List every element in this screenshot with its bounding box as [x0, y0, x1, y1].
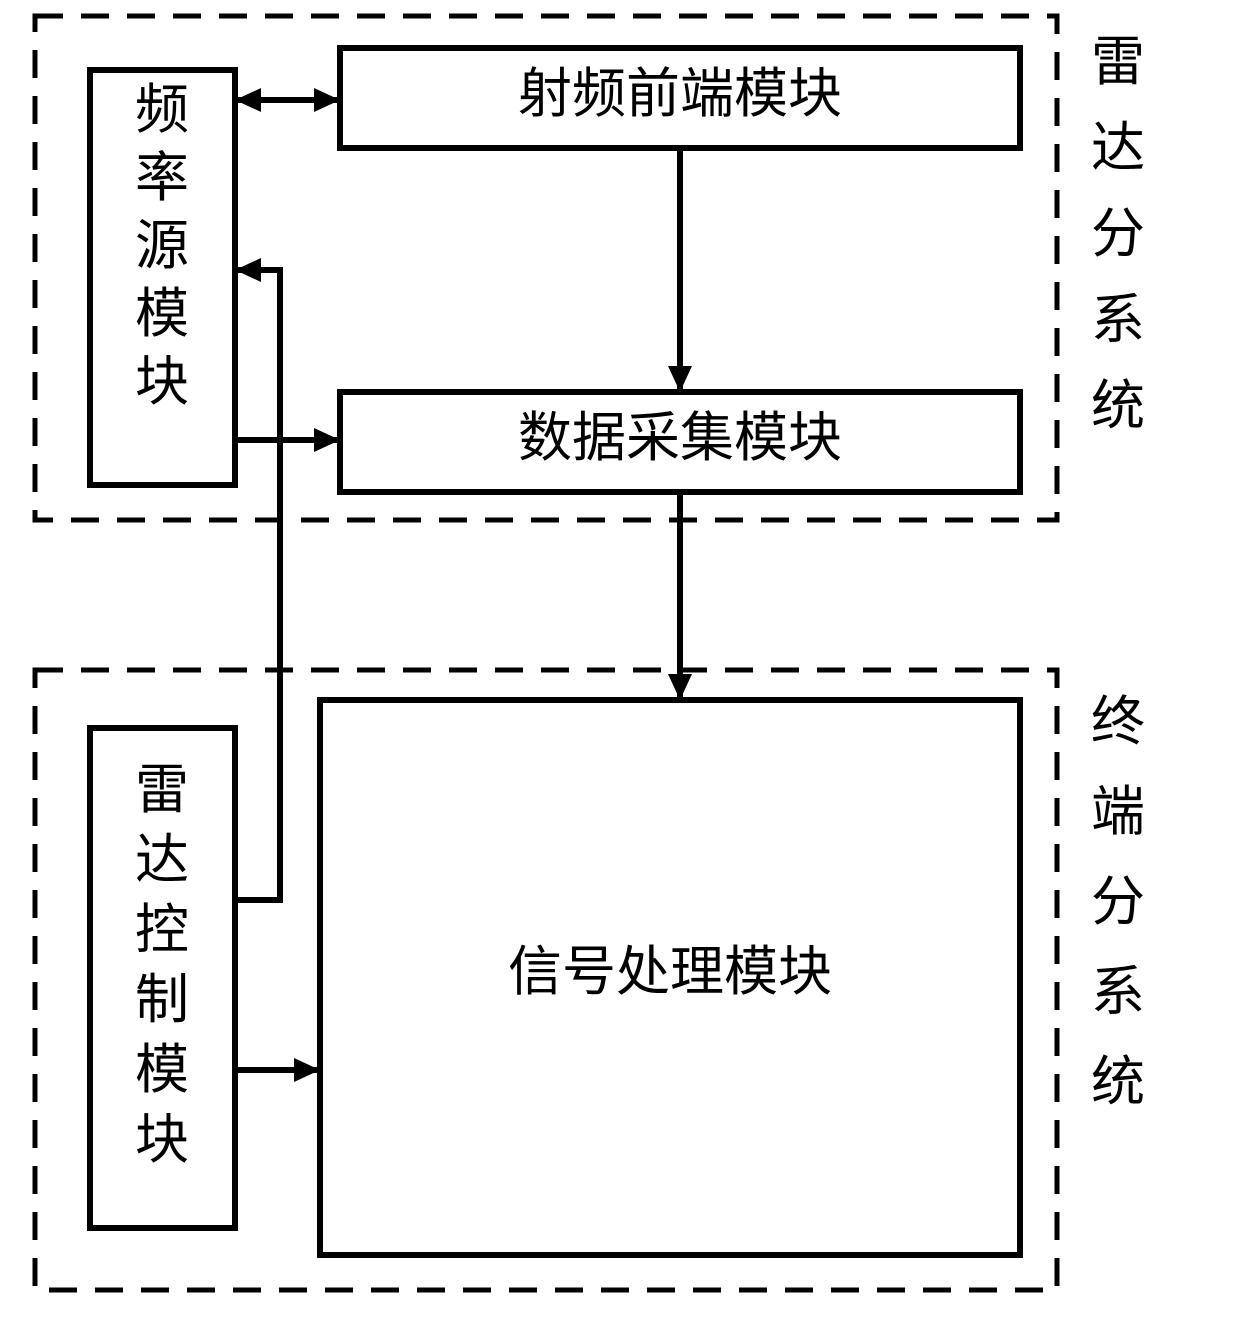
box-ctrl-label: 制 — [135, 970, 189, 1030]
box-sigproc-label: 信号处理模块 — [508, 942, 832, 1002]
box-freq-label: 源 — [135, 216, 189, 276]
subsystem-radar-label: 雷 — [1091, 32, 1145, 92]
box-freq-label: 频 — [135, 80, 189, 140]
subsystem-radar-label: 分 — [1091, 204, 1145, 264]
subsystem-terminal-label: 统 — [1091, 1052, 1145, 1112]
box-ctrl-label: 控 — [135, 900, 189, 960]
box-daq-label: 数据采集模块 — [518, 408, 842, 468]
box-ctrl-label: 模 — [135, 1040, 189, 1100]
subsystem-terminal-label: 系 — [1091, 962, 1145, 1022]
arrowhead — [294, 1058, 320, 1082]
subsystem-terminal-label: 端 — [1091, 782, 1145, 842]
subsystem-radar-label: 系 — [1091, 290, 1145, 350]
subsystem-terminal-label: 分 — [1091, 872, 1145, 932]
box-freq-label: 率 — [135, 148, 189, 208]
arrowhead — [668, 674, 692, 700]
box-ctrl-label: 达 — [135, 830, 189, 890]
box-rf-label: 射频前端模块 — [518, 64, 842, 124]
arrowhead — [235, 258, 261, 282]
arrowhead — [314, 88, 340, 112]
subsystem-radar-label: 统 — [1091, 376, 1145, 436]
arrow-ctrl-freq — [235, 270, 280, 900]
arrowhead — [235, 88, 261, 112]
box-freq-label: 模 — [135, 284, 189, 344]
box-ctrl-label: 块 — [135, 1110, 189, 1170]
arrowhead — [314, 428, 340, 452]
subsystem-terminal-label: 终 — [1091, 692, 1145, 752]
subsystem-radar-label: 达 — [1091, 118, 1145, 178]
box-ctrl-label: 雷 — [135, 760, 189, 820]
box-freq-label: 块 — [135, 352, 189, 412]
arrowhead — [668, 366, 692, 392]
